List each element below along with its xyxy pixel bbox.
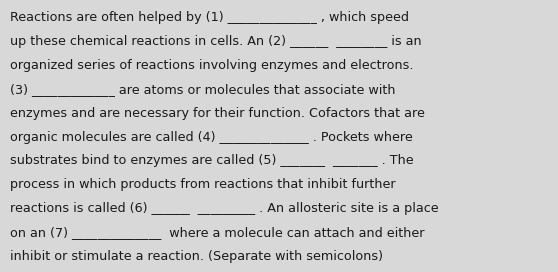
Text: (3) _____________ are atoms or molecules that associate with: (3) _____________ are atoms or molecules… xyxy=(10,83,396,96)
Text: process in which products from reactions that inhibit further: process in which products from reactions… xyxy=(10,178,396,191)
Text: on an (7) ______________  where a molecule can attach and either: on an (7) ______________ where a molecul… xyxy=(10,226,425,239)
Text: inhibit or stimulate a reaction. (Separate with semicolons): inhibit or stimulate a reaction. (Separa… xyxy=(10,250,383,263)
Text: substrates bind to enzymes are called (5) _______  _______ . The: substrates bind to enzymes are called (5… xyxy=(10,154,413,168)
Text: reactions is called (6) ______  _________ . An allosteric site is a place: reactions is called (6) ______ _________… xyxy=(10,202,439,215)
Text: Reactions are often helped by (1) ______________ , which speed: Reactions are often helped by (1) ______… xyxy=(10,11,409,24)
Text: enzymes and are necessary for their function. Cofactors that are: enzymes and are necessary for their func… xyxy=(10,107,425,120)
Text: organized series of reactions involving enzymes and electrons.: organized series of reactions involving … xyxy=(10,59,413,72)
Text: up these chemical reactions in cells. An (2) ______  ________ is an: up these chemical reactions in cells. An… xyxy=(10,35,422,48)
Text: organic molecules are called (4) ______________ . Pockets where: organic molecules are called (4) _______… xyxy=(10,131,413,144)
